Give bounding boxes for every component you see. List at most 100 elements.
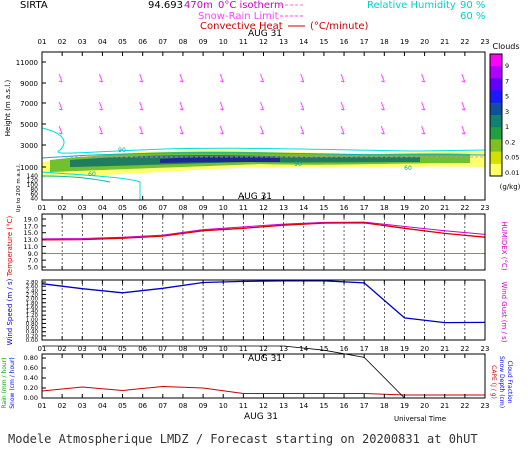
temp-top-tick-label: 12 xyxy=(259,204,268,212)
precip-bottom-tick-label: 08 xyxy=(178,402,187,410)
wind-arrow xyxy=(179,73,184,83)
wind-arrow-head xyxy=(179,108,184,111)
precip-top-tick-label: 23 xyxy=(481,345,490,353)
precip-bottom-tick-label: 20 xyxy=(420,402,429,410)
cape-y-label: CAPE (J / g) xyxy=(490,365,497,399)
temp-top-tick-label: 14 xyxy=(299,204,308,212)
clouds-top-tick-label: 09 xyxy=(199,38,208,46)
colorbar-swatch xyxy=(490,139,502,153)
wind-y-tick-label: 1.20 xyxy=(26,313,39,319)
temp-y-label: Temperature (°C) xyxy=(6,216,14,278)
wind-arrow-head xyxy=(421,132,425,135)
station-value: 94.693 xyxy=(148,0,183,11)
precip-bottom-tick-label: 07 xyxy=(158,402,167,410)
colorbar-swatch xyxy=(490,66,502,79)
wind-arrow xyxy=(139,73,144,83)
wind-y-tick-label: 0.00 xyxy=(26,338,39,344)
clouds-top-tick-label: 05 xyxy=(118,38,127,46)
precip-bottom-tick-label: 05 xyxy=(118,402,127,410)
colorbar-swatch xyxy=(490,115,502,128)
clouds-top-tick-label: 13 xyxy=(279,38,288,46)
clouds-top-tick-label: 14 xyxy=(299,38,308,46)
wind-arrow-head xyxy=(340,80,345,83)
temp-y-tick-label: 17.0 xyxy=(24,222,38,230)
wind-arrow xyxy=(340,101,345,111)
rh-contour-90-low xyxy=(41,175,111,183)
precip-top-tick-label: 14 xyxy=(299,345,308,353)
legend-conv-label: Convective Heat xyxy=(200,21,283,32)
wind-arrow xyxy=(98,101,103,111)
wind-arrow xyxy=(380,73,385,83)
precip-date-label-bottom: AUG 31 xyxy=(244,412,278,422)
precip-top-tick-label: 03 xyxy=(78,345,87,353)
colorbar-swatch xyxy=(490,163,502,177)
precip-bottom-tick-label: 06 xyxy=(138,402,147,410)
snow-depth-y-label: Snow Depth (cm) xyxy=(498,356,505,408)
wind-arrow-head xyxy=(300,108,304,111)
temp-top-tick-label: 18 xyxy=(380,204,389,212)
cloud-fraction-y-label: Cloud Fraction xyxy=(506,361,513,404)
wind-arrow-head xyxy=(179,80,184,83)
colorbar-tick-label: 7 xyxy=(505,77,509,85)
precip-top-tick-label: 22 xyxy=(460,345,469,353)
colorbar-swatch xyxy=(490,54,502,67)
wind-arrow-head xyxy=(381,80,385,83)
colorbar-swatch xyxy=(490,90,502,104)
precip-bottom-tick-label: 04 xyxy=(98,402,107,410)
clouds-date-label: AUG 31 xyxy=(248,29,282,39)
precip-y-tick-label: 0.20 xyxy=(24,384,38,392)
temp-top-tick-label: 07 xyxy=(158,204,167,212)
colorbar-tick-label: 0.01 xyxy=(505,169,519,177)
temp-top-tick-label: 02 xyxy=(58,204,67,212)
precip-bottom-tick-label: 22 xyxy=(460,402,469,410)
wind-arrow xyxy=(219,73,224,83)
precip-top-tick-label: 01 xyxy=(38,345,47,353)
wind-arrow xyxy=(98,73,103,83)
wind-arrow-head xyxy=(260,132,264,135)
clouds-top-tick-label: 21 xyxy=(440,38,449,46)
clouds-y-tick-label: 7000 xyxy=(20,100,38,108)
colorbar-tick-label: 9 xyxy=(505,62,509,70)
wind-arrow-head xyxy=(461,108,466,111)
precip-y-tick-label: 0.60 xyxy=(24,364,38,372)
temp-top-tick-label: 06 xyxy=(138,204,147,212)
wind-arrow-head xyxy=(300,80,304,83)
precip-date-label: AUG 31 xyxy=(248,354,282,364)
wind-arrow-head xyxy=(421,80,425,83)
clouds-top-tick-label: 16 xyxy=(340,38,349,46)
clouds-top-tick-label: 03 xyxy=(78,38,87,46)
clouds-top-tick-label: 20 xyxy=(420,38,429,46)
precip-bottom-tick-label: 14 xyxy=(299,402,308,410)
wind-arrow xyxy=(421,125,426,135)
wind-arrow-head xyxy=(179,132,184,135)
clouds-panel-frame xyxy=(41,51,486,201)
footer-caption: Modele Atmospherique LMDZ / Forecast sta… xyxy=(8,432,478,446)
wind-arrow-head xyxy=(340,108,345,111)
precip-top-tick-label: 04 xyxy=(98,345,107,353)
precip-bottom-tick-label: 13 xyxy=(279,402,288,410)
wind-y-tick-label: 1.40 xyxy=(26,309,39,315)
legend-conv-unit: (°C/minute) xyxy=(310,21,369,32)
wind-y-tick-label: 2.00 xyxy=(26,297,39,303)
clouds-y-tick-label: 140 xyxy=(27,173,39,180)
temp-y-tick-label: 11.0 xyxy=(24,243,38,251)
wind-arrow xyxy=(300,125,305,135)
wind-arrow xyxy=(421,101,426,111)
wind-arrow xyxy=(139,125,144,135)
precip-y-tick-label: 0.40 xyxy=(24,374,38,382)
wind-arrow-head xyxy=(220,80,224,83)
wind-arrow xyxy=(219,101,224,111)
colorbar-unit: (g/kg) xyxy=(500,183,521,191)
precip-y-tick-label: 0.80 xyxy=(24,354,38,362)
precip-bottom-tick-label: 03 xyxy=(78,402,87,410)
temp-top-tick-label: 22 xyxy=(460,204,469,212)
temp-top-tick-label: 08 xyxy=(178,204,187,212)
clouds-y-tick-label: 9000 xyxy=(20,80,38,88)
wind-arrow xyxy=(260,101,264,111)
wind-arrow xyxy=(58,101,63,111)
legend-snow-label: Snow-Rain Limit xyxy=(198,11,279,22)
temperature-line xyxy=(41,222,486,241)
precip-bottom-tick-label: 16 xyxy=(340,402,349,410)
colorbar-tick-label: 3 xyxy=(505,108,509,116)
wind-y-tick-label: 0.80 xyxy=(26,321,39,327)
